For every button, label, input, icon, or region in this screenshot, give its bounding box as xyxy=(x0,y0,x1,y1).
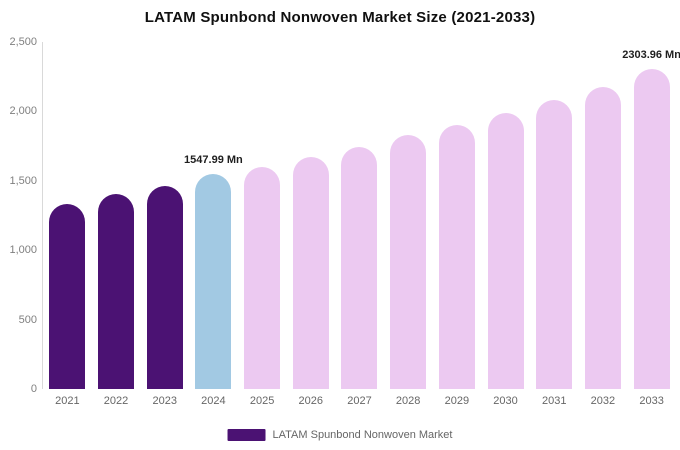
data-label-2033: 2303.96 Mn xyxy=(622,49,680,62)
legend-label: LATAM Spunbond Nonwoven Market xyxy=(272,429,453,441)
x-tick-label-2029: 2029 xyxy=(444,395,470,407)
x-tick-label-2024: 2024 xyxy=(201,395,226,407)
bar-group-2029 xyxy=(433,42,482,389)
bar-2029[interactable] xyxy=(438,125,475,389)
y-axis: 0 500 1,000 1,500 2,000 2,500 xyxy=(0,0,37,450)
bar-2025[interactable] xyxy=(244,167,281,389)
bar-group-2021 xyxy=(43,42,92,389)
x-tick-label-2025: 2025 xyxy=(249,395,275,407)
bar-2024[interactable] xyxy=(195,174,232,389)
x-tick-label-2023: 2023 xyxy=(152,395,177,407)
x-tick-label-2030: 2030 xyxy=(493,395,518,407)
bar-2032[interactable] xyxy=(584,86,621,389)
chart-title: LATAM Spunbond Nonwoven Market Size (202… xyxy=(144,9,536,26)
bar-2026[interactable] xyxy=(292,157,329,389)
x-axis: 2021 2022 2023 2024 2025 2026 2027 2028 2029 2030… xyxy=(43,395,676,407)
bar-2021[interactable] xyxy=(49,203,86,389)
legend-item[interactable]: LATAM Spunbond Nonwoven Market xyxy=(227,429,453,441)
bar-2028[interactable] xyxy=(390,135,427,389)
bar-2033[interactable] xyxy=(633,69,670,389)
x-tick-label-2027: 2027 xyxy=(347,395,372,407)
bar-2030[interactable] xyxy=(487,112,524,389)
data-label-2024: 1547.99 Mn xyxy=(184,154,243,167)
y-tick-label: 0 xyxy=(30,383,37,395)
x-tick-label-2026: 2026 xyxy=(298,395,324,407)
bar-group-2026 xyxy=(286,42,335,389)
bar-group-2024: 1547.99 Mn xyxy=(184,42,243,389)
bar-group-2030 xyxy=(481,42,530,389)
y-tick-label: 500 xyxy=(18,313,37,326)
x-tick-label-2028: 2028 xyxy=(395,395,421,407)
legend-swatch xyxy=(227,429,266,441)
x-tick-label-2022: 2022 xyxy=(103,395,129,407)
bar-group-2031 xyxy=(530,42,579,389)
plot-area: 1547.99 Mn 2303.96 Mn xyxy=(43,42,680,389)
bar-group-2032 xyxy=(579,42,628,389)
bar-group-2023 xyxy=(140,42,189,389)
x-tick-label-2032: 2032 xyxy=(590,395,616,407)
x-tick-label-2031: 2031 xyxy=(541,395,567,407)
bar-group-2025 xyxy=(238,42,287,389)
x-tick-label-2033: 2033 xyxy=(639,395,664,407)
bar-group-2033: 2303.96 Mn xyxy=(622,42,680,389)
y-tick-label: 2,000 xyxy=(9,105,37,118)
y-tick-label: 2,500 xyxy=(9,36,37,48)
y-tick-label: 1,500 xyxy=(9,174,37,187)
bar-group-2028 xyxy=(384,42,433,389)
bar-2022[interactable] xyxy=(98,194,135,389)
y-tick-label: 1,000 xyxy=(9,244,37,257)
bar-group-2027 xyxy=(335,42,384,389)
bar-2027[interactable] xyxy=(341,147,378,389)
y-axis-line xyxy=(42,42,43,389)
bar-2023[interactable] xyxy=(146,185,183,389)
x-tick-label-2021: 2021 xyxy=(55,395,80,407)
bar-group-2022 xyxy=(92,42,141,389)
bar-2031[interactable] xyxy=(536,100,573,389)
